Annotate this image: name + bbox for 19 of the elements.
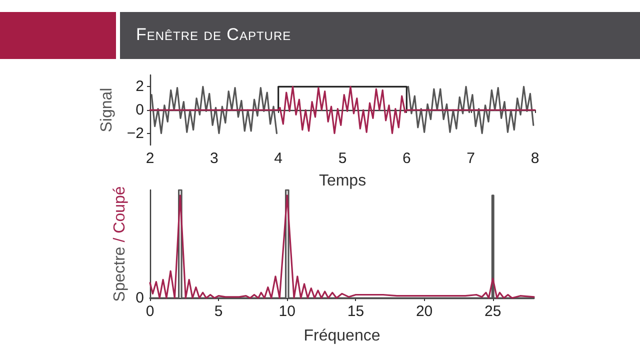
y-tick-label: 2: [136, 78, 144, 96]
y-axis-title: Signal: [98, 88, 116, 132]
x-tick-label: 6: [402, 150, 411, 167]
chart-title: Fenêtre de Capture: [136, 25, 292, 45]
x-tick-label: 8: [530, 150, 540, 167]
x-tick-label: 25: [484, 303, 502, 320]
x-tick-label: 20: [416, 303, 433, 320]
x-tick-label: 10: [278, 303, 296, 320]
x-tick-label: 5: [338, 150, 347, 167]
x-axis-title: Temps: [318, 172, 366, 190]
x-tick-label: 3: [210, 150, 218, 167]
y-axis-title: Spectre / Coupé: [112, 186, 128, 302]
x-tick-label: 7: [466, 150, 476, 167]
x-axis-title: Fréquence: [304, 328, 380, 344]
y-tick-label: 0: [136, 102, 144, 118]
x-tick-label: 15: [347, 303, 364, 320]
x-tick-label: 4: [274, 150, 283, 167]
x-tick-label: 5: [214, 303, 223, 320]
y-tick-label: −2: [126, 124, 144, 142]
